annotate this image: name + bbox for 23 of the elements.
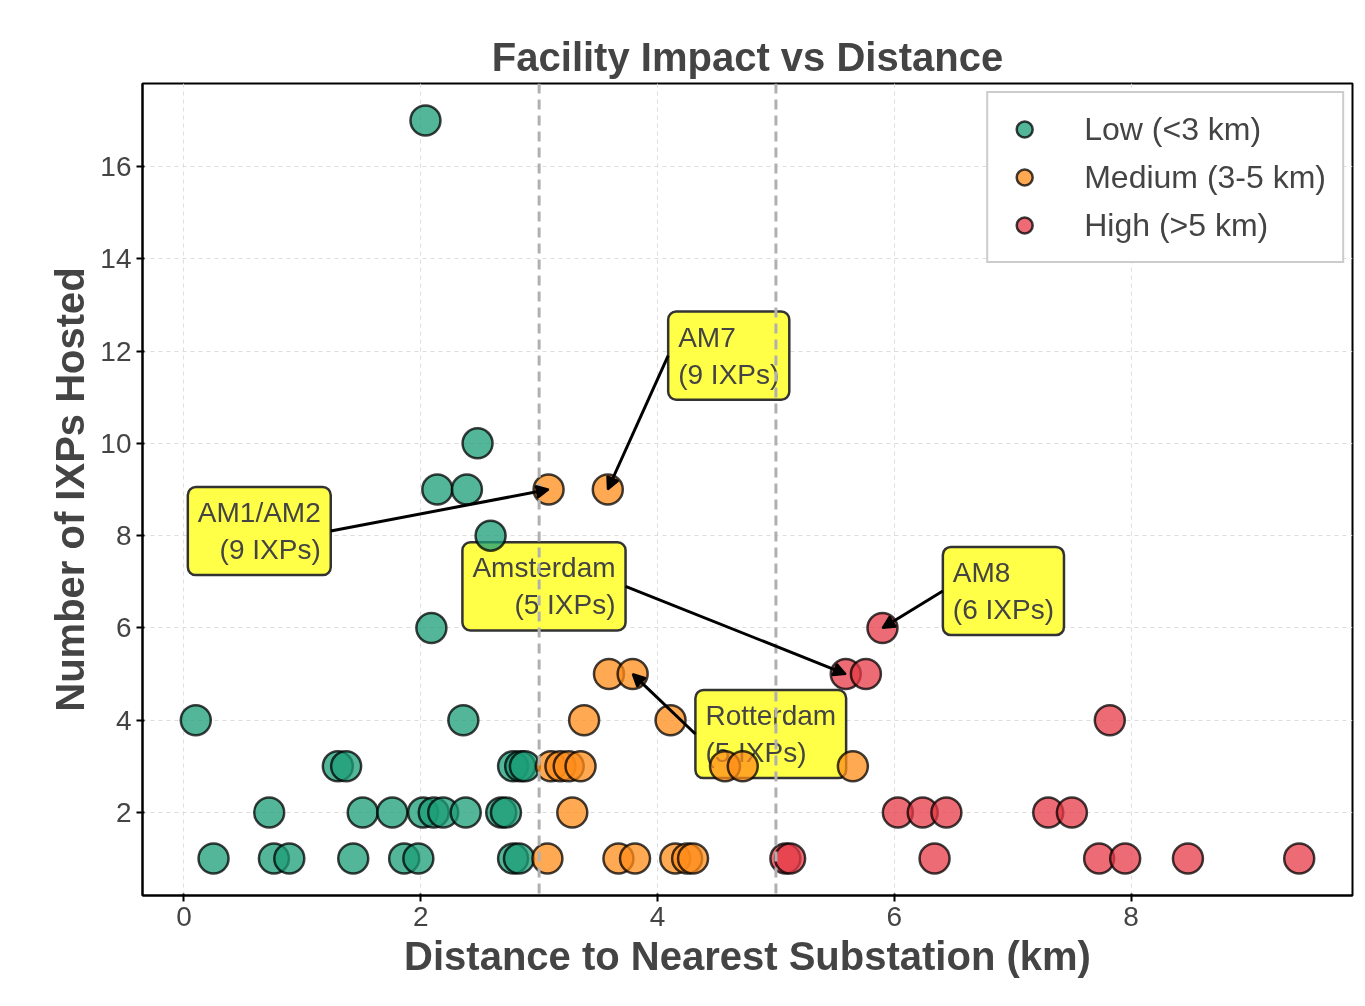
x-tick-label: 4	[649, 900, 666, 932]
chart-title: Facility Impact vs Distance	[491, 34, 1004, 79]
y-tick-label: 2	[115, 796, 132, 828]
x-tick-label: 8	[1123, 900, 1139, 932]
y-tick-label: 6	[115, 612, 132, 644]
y-tick-label: 8	[115, 520, 132, 552]
y-tick-label: 12	[100, 335, 132, 367]
y-tick-label: 14	[100, 243, 132, 275]
legend-label: Medium (3-5 km)	[1084, 158, 1326, 196]
annotation: Amsterdam (5 IXPs)	[472, 552, 616, 621]
y-tick-label: 10	[100, 427, 132, 459]
legend-label: Low (<3 km)	[1084, 110, 1262, 148]
legend-label: High (>5 km)	[1084, 206, 1269, 244]
y-tick-label: 4	[115, 704, 132, 736]
y-tick-label: 16	[100, 151, 132, 183]
annotation: AM7 (9 IXPs)	[678, 321, 780, 390]
x-axis-title: Distance to Nearest Substation (km)	[404, 933, 1091, 978]
y-axis-title: Number of IXPs Hosted	[48, 267, 93, 712]
annotation: AM8 (6 IXPs)	[952, 556, 1054, 626]
x-tick-label: 6	[886, 900, 903, 932]
annotation: AM1/AM2 (9 IXPs)	[197, 496, 321, 566]
x-tick-label: 0	[176, 900, 192, 932]
x-tick-label: 2	[412, 900, 429, 932]
